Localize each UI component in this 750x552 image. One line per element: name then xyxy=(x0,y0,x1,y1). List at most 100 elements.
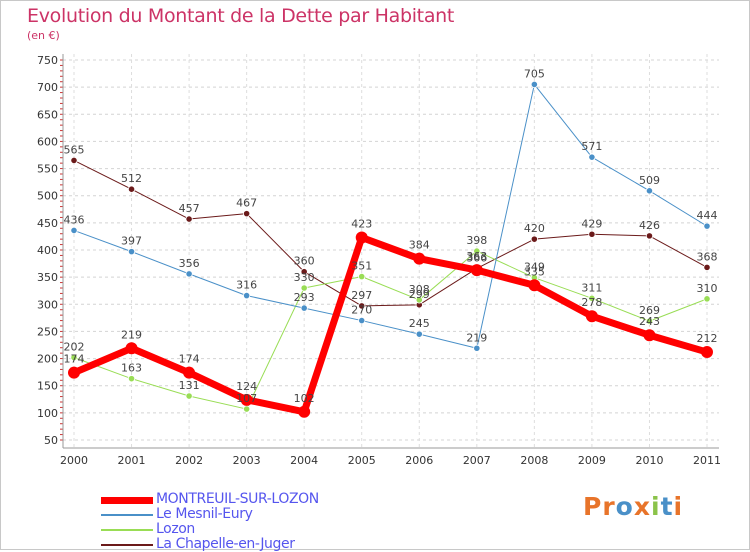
data-label: 269 xyxy=(639,304,660,317)
data-label: 310 xyxy=(697,282,718,295)
data-label: 426 xyxy=(639,219,660,232)
data-point xyxy=(588,153,596,161)
data-point xyxy=(70,156,78,165)
data-point xyxy=(300,268,308,276)
data-point xyxy=(298,405,311,418)
data-label: 457 xyxy=(179,202,200,215)
data-point xyxy=(473,247,481,255)
data-point xyxy=(127,185,136,193)
data-point xyxy=(70,226,78,235)
data-point xyxy=(413,252,426,265)
data-label: 351 xyxy=(351,260,372,273)
y-tick-label: 50 xyxy=(44,434,58,447)
data-point xyxy=(243,291,251,300)
y-tick-label: 400 xyxy=(37,244,58,257)
y-tick-label: 100 xyxy=(37,407,58,420)
x-tick-label: 2011 xyxy=(693,454,721,467)
grid-layer xyxy=(63,54,719,448)
y-tick-label: 250 xyxy=(37,325,58,338)
data-point xyxy=(701,346,713,359)
data-point xyxy=(243,210,251,218)
x-tick-label: 2005 xyxy=(348,454,376,467)
data-label: 436 xyxy=(64,213,85,226)
data-label: 512 xyxy=(121,172,142,185)
data-point xyxy=(415,296,423,304)
data-point xyxy=(645,317,654,325)
data-label: 571 xyxy=(581,140,602,153)
data-point xyxy=(588,294,596,302)
data-label: 368 xyxy=(697,250,718,263)
data-label: 335 xyxy=(524,265,545,278)
x-tick-label: 2008 xyxy=(520,454,548,467)
data-label: 366 xyxy=(466,251,487,264)
chart-subtitle: (en €) xyxy=(27,29,60,42)
chart-title: Evolution du Montant de la Dette par Hab… xyxy=(27,5,455,27)
data-label: 212 xyxy=(697,332,718,345)
data-label: 330 xyxy=(294,271,315,284)
x-tick-label: 2010 xyxy=(635,454,663,467)
data-label: 705 xyxy=(524,67,545,80)
series-layer xyxy=(68,80,713,418)
data-point xyxy=(645,187,654,195)
data-point xyxy=(185,270,193,278)
data-point xyxy=(358,272,366,281)
legend-label: La Chapelle-en-Juger xyxy=(156,536,295,552)
y-tick-label: 350 xyxy=(37,271,58,284)
data-point xyxy=(643,329,656,342)
data-point xyxy=(703,263,711,271)
y-tick-label: 750 xyxy=(37,54,58,67)
data-point xyxy=(355,231,368,244)
data-point xyxy=(530,80,538,89)
data-point xyxy=(127,248,136,256)
logo-letter: t xyxy=(660,492,674,521)
data-point xyxy=(358,302,366,310)
data-point xyxy=(530,235,538,243)
y-tick-label: 200 xyxy=(37,353,58,366)
data-point xyxy=(645,232,654,240)
data-point xyxy=(300,284,308,292)
data-label: 278 xyxy=(581,296,602,309)
data-label: 293 xyxy=(294,291,315,304)
x-tick-label: 2002 xyxy=(175,454,203,467)
data-label: 163 xyxy=(121,362,142,375)
legend-label: Le Mesnil-Eury xyxy=(156,506,253,522)
data-label: 308 xyxy=(409,283,430,296)
data-label: 124 xyxy=(236,380,257,393)
x-tick-label: 2007 xyxy=(463,454,491,467)
data-label: 219 xyxy=(466,331,487,344)
y-tick-label: 450 xyxy=(37,217,58,230)
data-label: 107 xyxy=(236,392,257,405)
data-label: 444 xyxy=(697,209,718,222)
series-line xyxy=(73,250,708,410)
data-label: 429 xyxy=(581,217,602,230)
data-point xyxy=(473,344,481,352)
logo-letter: r xyxy=(602,492,616,521)
logo-letter: o xyxy=(615,492,634,521)
data-label: 219 xyxy=(121,328,142,341)
data-label: 311 xyxy=(581,281,602,294)
x-tick-label: 2000 xyxy=(60,454,88,467)
logo-letter: P xyxy=(583,492,603,521)
data-label: 131 xyxy=(179,379,200,392)
data-label: 243 xyxy=(639,315,660,328)
data-point xyxy=(183,366,196,379)
legend-swatch xyxy=(101,529,153,531)
data-label: 397 xyxy=(121,235,142,248)
x-tick-label: 2003 xyxy=(233,454,261,467)
data-point xyxy=(358,316,366,325)
data-label: 297 xyxy=(351,289,372,302)
data-label: 270 xyxy=(351,304,372,317)
data-label: 316 xyxy=(236,279,257,292)
logo-letter: x xyxy=(633,492,651,521)
x-tick-label: 2006 xyxy=(405,454,433,467)
data-label: 299 xyxy=(409,288,430,301)
series-line xyxy=(73,159,708,307)
y-tick-label: 150 xyxy=(37,380,58,393)
data-point xyxy=(470,264,483,277)
data-label: 245 xyxy=(409,317,430,330)
data-label: 102 xyxy=(294,392,315,405)
y-tick-label: 600 xyxy=(37,135,58,148)
